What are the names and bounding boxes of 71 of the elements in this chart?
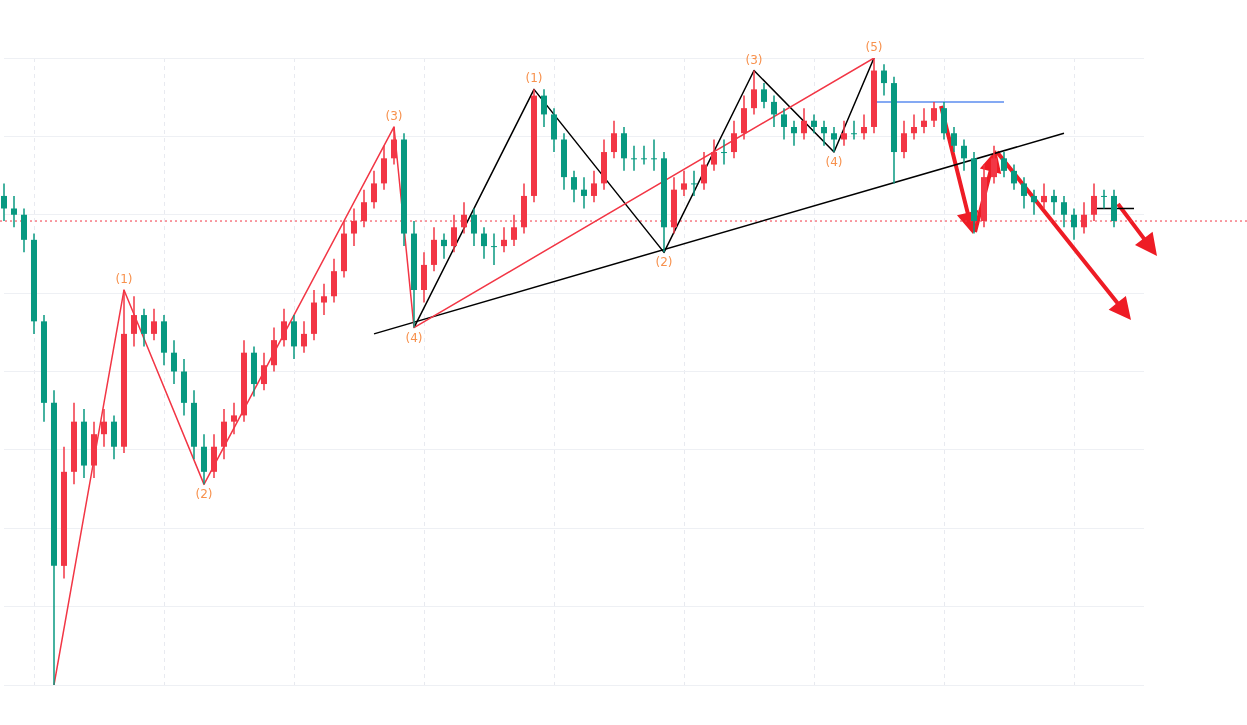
candlestick xyxy=(771,94,777,128)
candlestick xyxy=(1071,207,1077,241)
candlestick xyxy=(921,107,927,134)
candlestick xyxy=(471,207,477,247)
candlestick xyxy=(951,126,957,153)
candlestick xyxy=(731,119,737,160)
candlestick xyxy=(541,88,547,128)
annotation: (3) xyxy=(745,52,763,67)
candlestick xyxy=(491,232,497,266)
candlestick xyxy=(791,119,797,147)
annotation: (4) xyxy=(405,330,423,345)
candlestick xyxy=(681,170,687,197)
candlestick xyxy=(131,295,137,348)
candlestick xyxy=(821,119,827,147)
candlestick xyxy=(1101,188,1107,210)
annotation: (3) xyxy=(385,109,403,124)
candlestick xyxy=(761,82,767,109)
candlestick xyxy=(1021,176,1027,210)
candlestick xyxy=(611,119,617,160)
candlestick xyxy=(811,113,817,134)
annotation: (1) xyxy=(115,272,133,287)
candlestick xyxy=(641,145,647,166)
candlestick xyxy=(1041,182,1047,210)
annotation: (2) xyxy=(655,255,673,270)
candlestick xyxy=(481,226,487,260)
annotation: (2) xyxy=(195,487,213,502)
candlestick xyxy=(801,107,807,141)
candlestick xyxy=(1001,151,1007,178)
candlestick xyxy=(101,408,107,448)
candlestick xyxy=(751,69,757,116)
annotation: (5) xyxy=(865,40,883,55)
candlestick xyxy=(1011,163,1017,191)
candlestick xyxy=(391,126,397,166)
candlestick xyxy=(1,182,7,222)
candlestick xyxy=(711,138,717,172)
candlestick xyxy=(861,113,867,141)
candlestick xyxy=(501,226,507,254)
candlestick xyxy=(11,195,17,229)
candlestick xyxy=(991,145,997,185)
candlestick xyxy=(321,282,327,316)
candlestick xyxy=(301,320,307,354)
candlestick xyxy=(231,402,237,435)
candlestick xyxy=(901,119,907,160)
candlestick xyxy=(831,126,837,153)
candlestick xyxy=(701,151,707,191)
candlestick xyxy=(591,170,597,203)
candlestick xyxy=(721,138,727,166)
candlestick xyxy=(1051,188,1057,216)
candlestick xyxy=(851,119,857,141)
candlestick xyxy=(1061,195,1067,229)
candlestick xyxy=(141,308,147,348)
annotation: (1) xyxy=(525,71,543,86)
candlestick xyxy=(631,145,637,172)
candlestick xyxy=(151,308,157,341)
candlestick xyxy=(441,232,447,260)
candlestick xyxy=(371,170,377,210)
candlestick xyxy=(881,63,887,97)
candlestick xyxy=(571,170,577,203)
candlestick xyxy=(581,176,587,210)
candlestick xyxy=(281,308,287,348)
candlestick xyxy=(651,138,657,172)
candlestick xyxy=(911,113,917,141)
candlestick xyxy=(931,101,937,128)
candlestick xyxy=(691,170,697,197)
candlestick xyxy=(261,351,267,392)
candlestick xyxy=(841,119,847,147)
candlestick xyxy=(171,339,177,385)
candlestick xyxy=(961,138,967,172)
annotation: (4) xyxy=(825,155,843,170)
candlestick xyxy=(1031,188,1037,216)
candlestick xyxy=(781,107,787,141)
